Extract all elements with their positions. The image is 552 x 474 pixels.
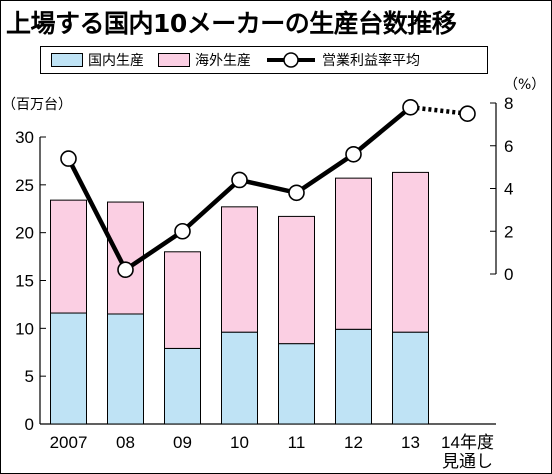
bar-domestic	[278, 343, 315, 425]
legend: 国内生産 海外生産 営業利益率平均	[40, 46, 488, 74]
right-axis-tick-label: 4	[504, 180, 513, 199]
margin-point	[288, 184, 305, 202]
left-axis-tick-label: 5	[25, 367, 34, 386]
bar-overseas	[278, 215, 315, 345]
left-axis-tick-label: 15	[15, 272, 34, 291]
margin-point	[345, 146, 362, 163]
legend-label-domestic: 国内生産	[88, 53, 144, 69]
legend-item-overseas: 海外生産	[158, 50, 251, 70]
right-axis-tick-label: 8	[504, 94, 513, 113]
bar-domestic	[392, 331, 429, 425]
bar-overseas	[335, 177, 372, 330]
bar-domestic	[50, 312, 87, 425]
left-axis-tick-label: 25	[15, 176, 34, 195]
x-axis-tick-label: 09	[173, 433, 192, 452]
margin-point	[60, 150, 77, 167]
right-axis-unit: （%）	[504, 77, 546, 93]
x-axis-tick-label: 11	[288, 433, 306, 452]
bar-overseas	[107, 201, 144, 315]
legend-line-marker-icon	[267, 52, 315, 68]
x-axis-tick-label: 14年度	[441, 433, 494, 452]
bar-domestic	[221, 331, 258, 425]
legend-swatch-overseas	[158, 53, 190, 67]
bar-domestic	[164, 347, 201, 425]
bar-domestic	[335, 328, 372, 425]
margin-point	[117, 261, 134, 279]
x-axis-tick-label: 12	[344, 433, 363, 452]
legend-label-overseas: 海外生産	[195, 53, 251, 69]
legend-item-margin: 営業利益率平均	[265, 50, 420, 70]
left-axis-tick-label: 0	[25, 415, 34, 434]
right-axis-tick-label: 0	[504, 265, 513, 284]
chart-title: 上場する国内10メーカーの生産台数推移	[6, 9, 457, 38]
legend-item-domestic: 国内生産	[51, 50, 144, 70]
x-axis-tick-label: 2007	[50, 433, 88, 452]
legend-swatch-domestic	[51, 53, 83, 67]
margin-point	[174, 222, 191, 240]
x-axis-tick-label: 13	[401, 433, 420, 452]
bar-overseas	[221, 206, 258, 333]
bar-domestic	[107, 313, 144, 425]
margin-point	[231, 171, 248, 189]
left-axis-tick-label: 30	[15, 128, 34, 147]
left-axis-tick-label: 20	[15, 224, 34, 243]
right-axis-tick-label: 6	[504, 137, 513, 156]
left-axis-tick-label: 10	[15, 319, 34, 338]
bar-overseas	[164, 251, 201, 349]
bar-overseas	[50, 199, 87, 314]
margin-point	[459, 105, 476, 122]
x-axis-tick-label: 08	[116, 433, 135, 452]
bar-overseas	[392, 171, 429, 333]
margin-point	[402, 98, 419, 116]
right-axis-tick-label: 2	[504, 222, 513, 241]
left-axis-unit: （百万台）	[2, 97, 72, 113]
margin-line-forecast	[410, 105, 468, 116]
x-axis-tick-label: 見通し	[442, 452, 493, 471]
legend-label-margin: 営業利益率平均	[322, 53, 420, 69]
x-axis-tick-label: 10	[230, 433, 249, 452]
